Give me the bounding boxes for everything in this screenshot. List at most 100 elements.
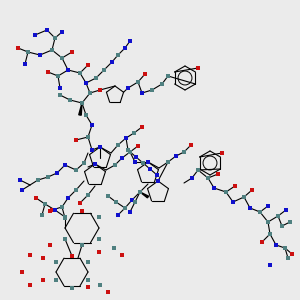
Bar	[41, 256, 45, 260]
Bar	[80, 243, 84, 247]
Bar	[68, 98, 72, 102]
Bar	[155, 173, 159, 177]
Bar	[97, 250, 101, 254]
Bar	[174, 154, 178, 158]
Bar	[150, 88, 154, 92]
Bar	[182, 150, 186, 154]
Bar	[126, 86, 130, 90]
Bar	[54, 278, 58, 282]
Bar	[196, 168, 200, 172]
Bar	[290, 252, 294, 256]
Bar	[140, 91, 144, 95]
Bar	[156, 179, 160, 183]
Bar	[74, 168, 78, 172]
Bar	[78, 71, 82, 75]
Bar	[116, 53, 120, 57]
Bar	[220, 151, 224, 155]
Bar	[48, 209, 52, 213]
Bar	[120, 156, 124, 160]
Bar	[93, 162, 97, 166]
Bar	[130, 198, 134, 202]
Bar	[28, 283, 32, 287]
Bar	[140, 125, 144, 129]
Bar	[106, 290, 110, 294]
Bar	[248, 206, 252, 210]
Bar	[233, 184, 237, 188]
Bar	[18, 178, 22, 182]
Polygon shape	[79, 103, 82, 115]
Bar	[268, 263, 272, 267]
Bar	[276, 214, 280, 218]
Bar	[112, 246, 116, 250]
Bar	[258, 210, 262, 214]
Bar	[274, 243, 278, 247]
Bar	[82, 161, 86, 165]
Bar	[20, 270, 24, 274]
Bar	[268, 232, 272, 236]
Bar	[123, 206, 127, 210]
Bar	[128, 210, 132, 214]
Bar	[124, 136, 128, 140]
Bar	[98, 283, 102, 287]
Bar	[242, 195, 246, 199]
Bar	[114, 200, 118, 204]
Bar	[28, 253, 32, 257]
Bar	[54, 260, 58, 264]
Bar	[90, 148, 94, 152]
Bar	[48, 243, 52, 247]
Bar	[136, 144, 140, 148]
Bar	[53, 36, 57, 40]
Bar	[189, 143, 193, 147]
Bar	[88, 91, 92, 95]
Bar	[70, 254, 74, 258]
Bar	[190, 176, 194, 180]
Bar	[86, 63, 90, 67]
Bar	[80, 101, 84, 105]
Bar	[84, 81, 88, 85]
Bar	[286, 256, 290, 260]
Bar	[128, 150, 132, 154]
Bar	[63, 215, 67, 219]
Bar	[34, 196, 38, 200]
Bar	[36, 178, 40, 182]
Bar	[80, 209, 84, 213]
Bar	[128, 39, 132, 43]
Bar	[86, 260, 90, 264]
Bar	[23, 62, 27, 66]
Bar	[90, 123, 94, 127]
Bar	[45, 28, 49, 32]
Bar	[86, 285, 90, 289]
Bar	[50, 48, 54, 52]
Bar	[41, 278, 45, 282]
Bar	[106, 194, 110, 198]
Bar	[63, 163, 67, 167]
Bar	[66, 196, 70, 200]
Bar	[166, 74, 170, 78]
Bar	[284, 208, 288, 212]
Bar	[212, 186, 216, 190]
Bar	[58, 93, 62, 97]
Bar	[98, 145, 102, 149]
Bar	[266, 220, 270, 224]
Bar	[60, 205, 64, 209]
Bar	[46, 175, 50, 179]
Bar	[116, 213, 120, 217]
Bar	[97, 215, 101, 219]
Bar	[86, 278, 90, 282]
Bar	[280, 224, 284, 228]
Bar	[160, 82, 164, 86]
Bar	[113, 163, 117, 167]
Bar	[38, 53, 42, 57]
Bar	[40, 213, 44, 217]
Bar	[33, 33, 37, 37]
Bar	[250, 188, 254, 192]
Bar	[143, 72, 147, 76]
Bar	[132, 131, 136, 135]
Bar	[206, 176, 210, 180]
Bar	[43, 202, 47, 206]
Bar	[133, 160, 137, 164]
Bar	[288, 220, 292, 224]
Bar	[53, 208, 57, 212]
Bar	[123, 46, 127, 50]
Bar	[116, 143, 120, 147]
